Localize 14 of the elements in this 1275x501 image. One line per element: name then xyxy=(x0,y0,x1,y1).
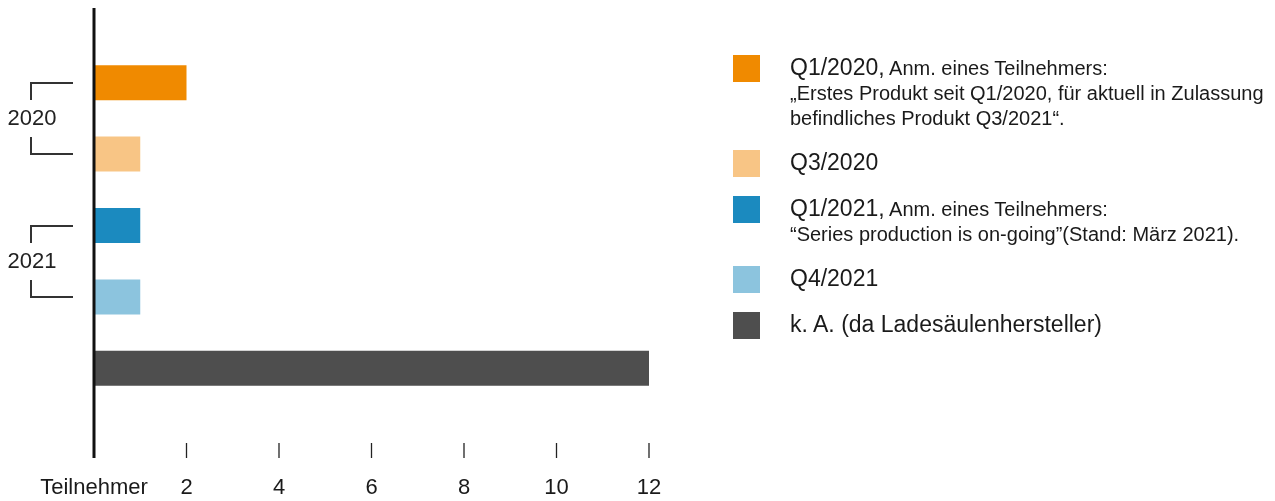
legend-label: Q4/2021 xyxy=(790,265,879,291)
text: 2020 xyxy=(7,105,57,132)
legend-label: Q1/2020, Anm. eines Teilnehmers: „Erstes Produkt seit Q1/2020, für aktuell in Zulassung befindliches Produkt Q3/2021“. xyxy=(790,54,1265,131)
x-tick-label: 8 xyxy=(457,474,471,500)
x-tick-label: 2 xyxy=(180,474,193,500)
text: 2021 xyxy=(7,248,57,275)
x-tick-label: 4 xyxy=(272,474,286,500)
legend-label: Q3/2020 xyxy=(790,149,879,175)
legend-label: Q1/2021, Anm. eines Teilnehmers: “Series production is on-going”(Stand: März 2021). xyxy=(790,195,1241,247)
x-tick-label: 6 xyxy=(365,474,378,500)
x-axis-title: Teilnehmer xyxy=(40,474,148,500)
x-tick-label: 10 xyxy=(544,474,569,500)
x-tick-label: 12 xyxy=(636,474,662,500)
legend-label: k. A. (da Ladesäulenhersteller) xyxy=(790,311,1102,337)
